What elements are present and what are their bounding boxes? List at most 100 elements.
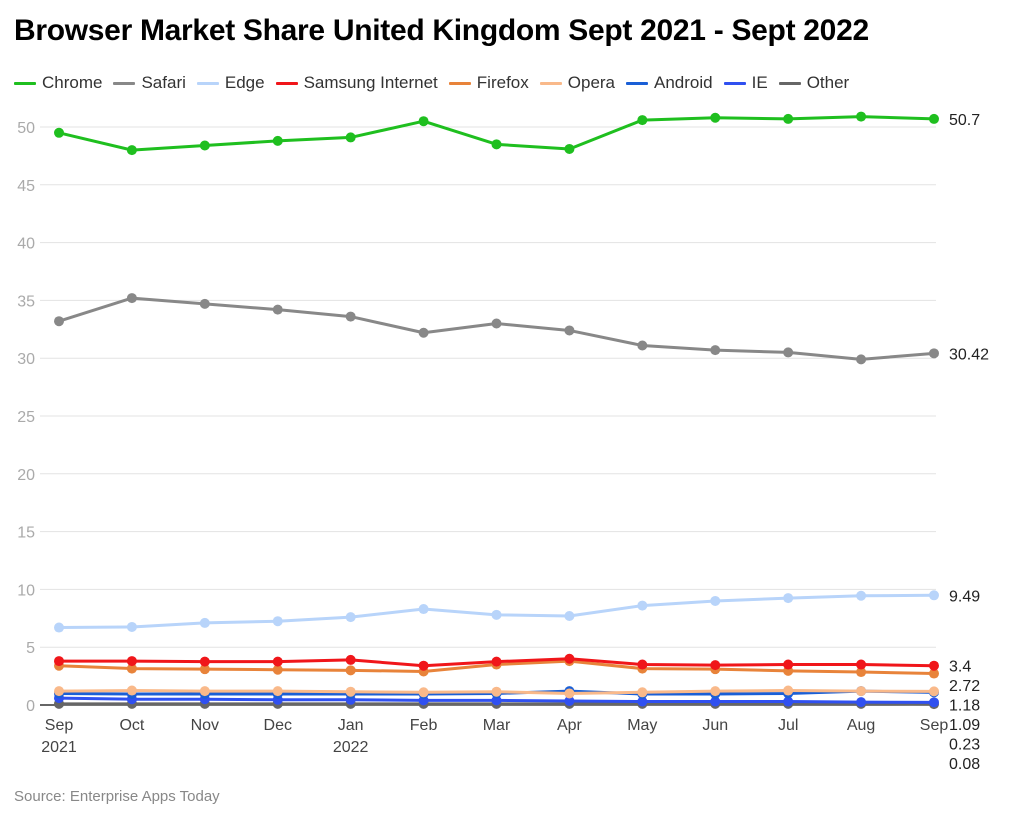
data-point	[54, 127, 64, 138]
data-point	[345, 686, 356, 697]
legend-swatch	[778, 81, 801, 85]
data-point	[126, 145, 137, 156]
legend-item: Other	[778, 73, 850, 93]
data-point	[199, 298, 210, 309]
end-value-label: 3.4	[949, 659, 971, 676]
end-value-label: 1.18	[949, 698, 980, 715]
legend-item: IE	[723, 73, 768, 93]
legend-label: Opera	[567, 73, 616, 92]
y-tick-label: 20	[17, 467, 35, 484]
data-point	[710, 345, 721, 356]
x-tick-label: May	[627, 717, 657, 734]
legend-item: Opera	[539, 73, 616, 93]
end-value-label: 30.42	[949, 346, 989, 363]
x-year-label: 2022	[333, 739, 369, 756]
data-point	[564, 688, 575, 699]
data-point	[418, 116, 429, 127]
data-point	[564, 653, 575, 664]
legend-label: Firefox	[476, 73, 529, 92]
end-value-label: 1.09	[949, 717, 980, 734]
data-point	[272, 664, 283, 675]
end-value-label: 9.49	[949, 588, 980, 605]
data-point	[126, 621, 137, 632]
end-value-label: 2.72	[949, 678, 980, 695]
data-point	[54, 656, 64, 667]
x-tick-label: Nov	[191, 717, 219, 734]
data-point	[856, 667, 867, 678]
x-year-label: 2021	[41, 739, 77, 756]
data-point	[783, 685, 794, 696]
data-point	[783, 659, 794, 670]
data-point	[783, 113, 794, 124]
end-value-label: 0.08	[949, 756, 980, 773]
data-point	[126, 663, 137, 674]
x-tick-label: Feb	[410, 717, 438, 734]
legend-label: Other	[806, 73, 850, 92]
data-point	[491, 609, 502, 620]
legend-item: Firefox	[448, 73, 529, 93]
data-point	[856, 111, 867, 122]
y-tick-label: 40	[17, 236, 35, 253]
legend-label: IE	[751, 73, 768, 92]
legend-swatch	[448, 81, 471, 85]
x-tick-label: Jun	[702, 717, 728, 734]
data-point	[418, 327, 429, 338]
data-point	[491, 318, 502, 329]
data-point	[54, 686, 64, 697]
legend-swatch	[723, 81, 746, 85]
legend: Chrome Safari Edge Samsung Internet Firefox O…	[14, 73, 860, 93]
y-tick-label: 15	[17, 525, 35, 542]
data-point	[856, 697, 867, 708]
end-value-label: 0.23	[949, 737, 980, 754]
data-point	[564, 695, 575, 706]
data-point	[637, 115, 648, 126]
legend-item: Safari	[113, 73, 186, 93]
data-point	[272, 304, 283, 315]
series-line-safari	[58, 296, 935, 361]
data-point	[856, 590, 867, 601]
data-point	[783, 593, 794, 604]
data-point	[345, 665, 356, 676]
data-point	[783, 347, 794, 358]
x-tick-label: Mar	[483, 717, 511, 734]
legend-item: Chrome	[14, 73, 102, 93]
x-tick-label: Oct	[119, 717, 144, 734]
x-tick-label: Dec	[264, 717, 292, 734]
legend-swatch	[196, 81, 219, 85]
data-point	[710, 112, 721, 123]
data-point	[345, 311, 356, 322]
data-point	[564, 143, 575, 154]
data-point	[929, 590, 939, 601]
data-point	[491, 686, 502, 697]
data-point	[929, 348, 939, 359]
data-point	[929, 686, 939, 697]
x-tick-label: Apr	[557, 717, 583, 734]
x-tick-label: Sep	[45, 717, 74, 734]
data-point	[710, 595, 721, 606]
data-point	[199, 686, 210, 697]
data-point	[710, 686, 721, 697]
data-point	[637, 340, 648, 351]
legend-swatch	[539, 81, 562, 85]
data-point	[126, 293, 137, 304]
data-point	[345, 654, 356, 665]
legend-label: Android	[654, 73, 713, 92]
y-tick-label: 45	[17, 178, 35, 195]
data-point	[199, 617, 210, 628]
data-point	[126, 656, 137, 667]
data-point	[54, 316, 64, 327]
data-point	[272, 656, 283, 667]
data-point	[345, 612, 356, 623]
data-point	[199, 664, 210, 675]
legend-label: Edge	[224, 73, 265, 92]
data-point	[783, 696, 794, 707]
legend-item: Edge	[196, 73, 265, 93]
y-tick-label: 30	[17, 351, 35, 368]
data-point	[54, 622, 64, 633]
data-point	[345, 132, 356, 143]
legend-label: Samsung Internet	[303, 73, 438, 92]
data-point	[856, 659, 867, 670]
x-tick-label: Jul	[778, 717, 798, 734]
